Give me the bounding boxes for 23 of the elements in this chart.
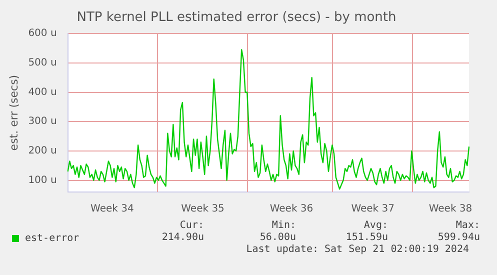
y-tick-label: 100 u bbox=[28, 174, 57, 186]
y-tick-label: 200 u bbox=[28, 146, 57, 157]
x-tick-label: Week 35 bbox=[181, 204, 224, 215]
y-axis-title: est. err (secs) bbox=[7, 74, 20, 151]
x-tick-label: Week 37 bbox=[351, 204, 395, 215]
legend-label: est-error bbox=[25, 233, 80, 244]
chart-title: NTP kernel PLL estimated error (secs) - by month bbox=[76, 10, 396, 26]
text: 151.59u bbox=[344, 232, 388, 244]
text: 599.94u bbox=[436, 232, 480, 244]
x-tick-label: Week 34 bbox=[90, 204, 134, 215]
y-tick-label: 500 u bbox=[28, 58, 57, 69]
x-tick-label: Week 36 bbox=[270, 204, 314, 215]
text: Cur: bbox=[178, 220, 204, 232]
text: Max: bbox=[454, 220, 480, 232]
text: Min: bbox=[270, 220, 296, 232]
x-tick-label: Week 38 bbox=[428, 204, 472, 215]
y-tick-label: 400 u bbox=[28, 86, 57, 98]
y-tick-label: 600 u bbox=[28, 28, 57, 40]
text: Avg: bbox=[362, 220, 388, 232]
text: Last update: Sat Sep 21 02:00:19 2024 bbox=[245, 244, 470, 256]
text: 214.90u bbox=[160, 232, 204, 244]
text: 56.00u bbox=[258, 232, 296, 244]
y-tick-label: 300 u bbox=[28, 116, 57, 128]
